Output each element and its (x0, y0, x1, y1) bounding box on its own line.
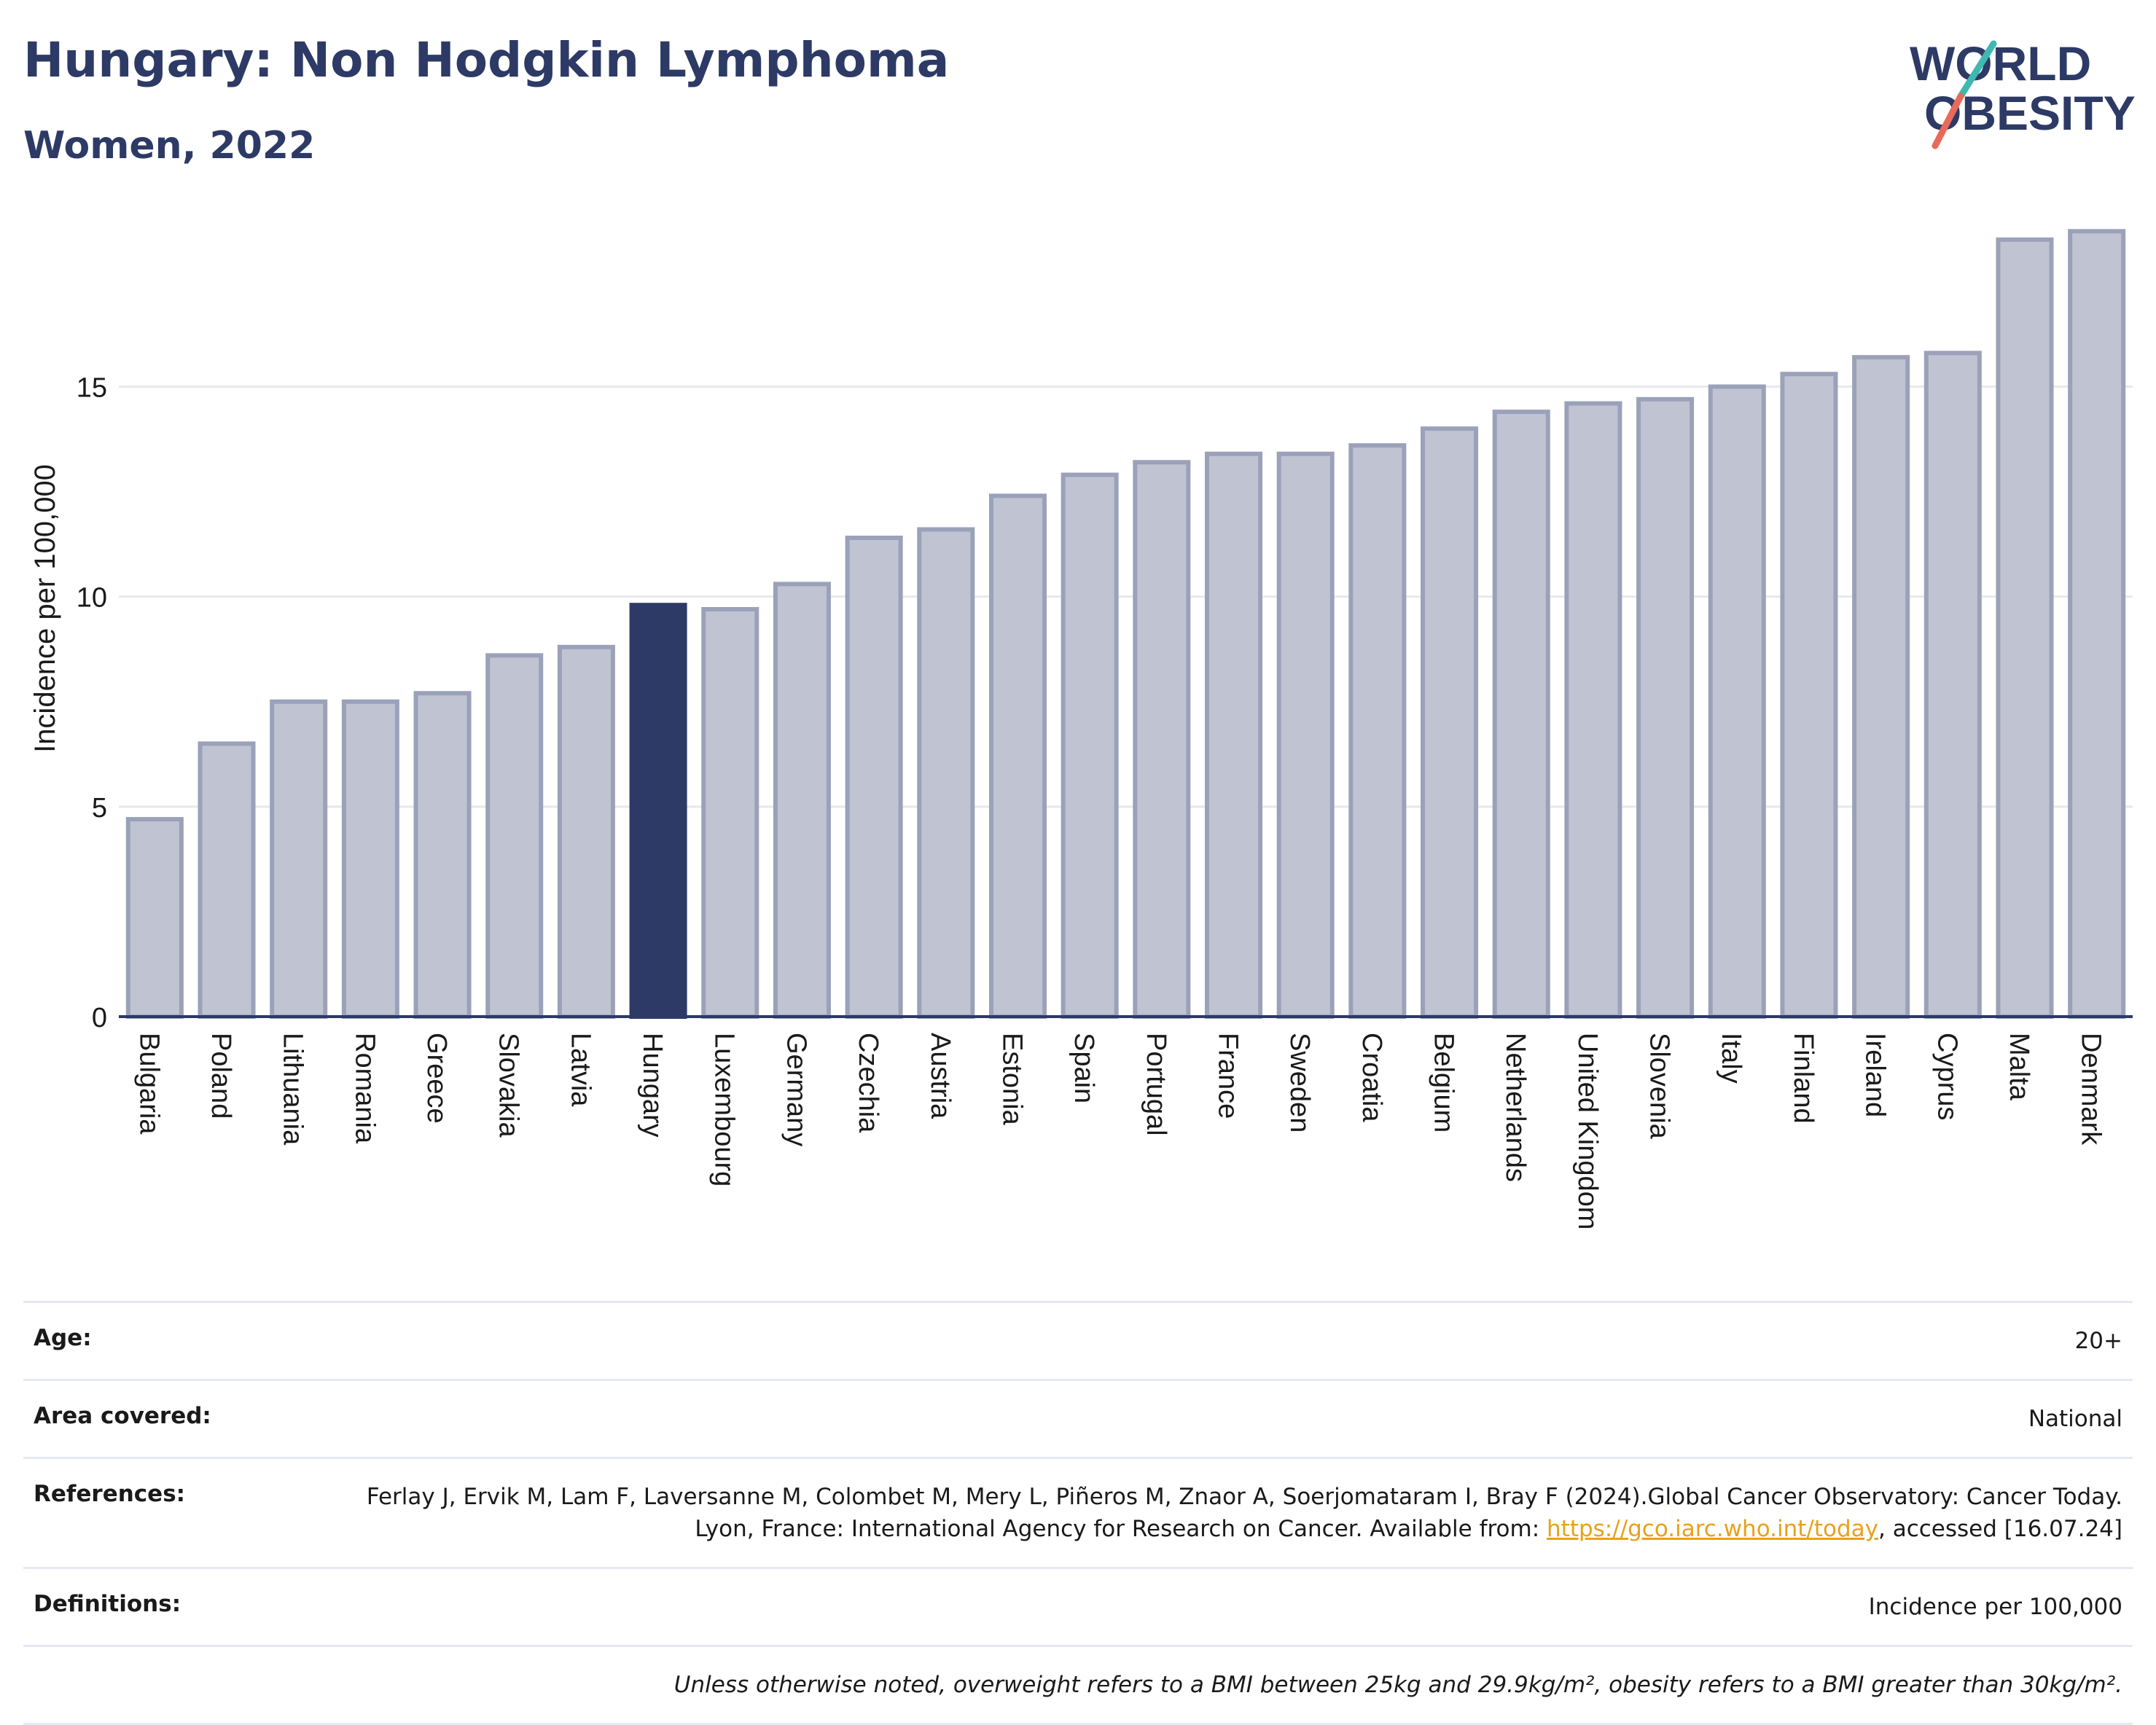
area-value: National (2028, 1406, 2122, 1432)
x-tick-label: Slovenia (1644, 1033, 1675, 1140)
x-tick-label: Italy (1716, 1033, 1746, 1084)
y-tick-label: 10 (77, 583, 107, 614)
bar-austria[interactable] (917, 527, 975, 1019)
metadata-table: Age: 20+ Area covered: National Referenc… (23, 1301, 2133, 1725)
bar-hungary[interactable] (629, 603, 687, 1019)
bar-poland[interactable] (198, 741, 256, 1019)
references-label: References: (34, 1481, 186, 1507)
y-tick-label: 5 (92, 793, 107, 824)
references-tail: , accessed [16.07.24] (1878, 1516, 2122, 1542)
x-tick-label: Spain (1069, 1033, 1099, 1103)
bar-finland[interactable] (1780, 372, 1838, 1019)
bar-estonia[interactable] (988, 493, 1047, 1019)
bar-greece[interactable] (413, 691, 472, 1019)
bar-slovakia[interactable] (485, 653, 544, 1019)
x-tick-label: Germany (781, 1033, 811, 1146)
bar-cyprus[interactable] (1923, 351, 1982, 1019)
references-text: Ferlay J, Ervik M, Lam F, Laversanne M, … (366, 1484, 2122, 1542)
y-tick-label: 15 (77, 373, 107, 404)
x-tick-label: Slovakia (493, 1033, 524, 1138)
bar-italy[interactable] (1708, 384, 1766, 1019)
x-tick-label: Finland (1788, 1033, 1819, 1124)
bar-france[interactable] (1205, 451, 1263, 1019)
bar-latvia[interactable] (557, 644, 615, 1019)
bar-czechia[interactable] (845, 536, 903, 1019)
bar-spain[interactable] (1061, 472, 1119, 1019)
references-row: References: Ferlay J, Ervik M, Lam F, La… (23, 1457, 2133, 1567)
x-tick-label: Czechia (853, 1033, 883, 1133)
bar-sweden[interactable] (1276, 451, 1335, 1019)
age-label: Age: (34, 1325, 92, 1351)
bar-united-kingdom[interactable] (1564, 401, 1622, 1019)
x-tick-label: Cyprus (1932, 1033, 1962, 1120)
note-row: Unless otherwise noted, overweight refer… (23, 1645, 2133, 1725)
bars (125, 229, 2126, 1020)
area-label: Area covered: (34, 1403, 211, 1429)
bar-romania[interactable] (341, 699, 399, 1020)
world-obesity-logo: WORLD OBESITY (1910, 36, 2136, 149)
y-tick-label: 0 (92, 1003, 107, 1033)
definitions-value: Incidence per 100,000 (1868, 1594, 2122, 1620)
x-tick-label: Estonia (996, 1033, 1027, 1126)
bar-croatia[interactable] (1348, 443, 1407, 1019)
x-tick-label: Netherlands (1500, 1033, 1531, 1182)
x-tick-label: Hungary (637, 1033, 668, 1138)
x-tick-label: Denmark (2076, 1033, 2106, 1146)
x-tick-label: Ireland (1860, 1033, 1891, 1117)
x-tick-label: Latvia (565, 1033, 595, 1107)
x-tick-label: Sweden (1284, 1033, 1315, 1133)
age-row: Age: 20+ (23, 1301, 2133, 1379)
definitions-row: Definitions: Incidence per 100,000 (23, 1567, 2133, 1645)
x-tick-label: Croatia (1356, 1033, 1387, 1122)
bar-malta[interactable] (1996, 237, 2054, 1019)
bar-bulgaria[interactable] (125, 817, 184, 1019)
bar-chart: 0 5 10 15 Bulgaria Poland Lithuania Romania Gree… (29, 229, 2133, 1230)
x-tick-label: Lithuania (278, 1033, 308, 1146)
tick-labels: 0 5 10 15 Bulgaria Poland Lithuania Romania Gree… (77, 373, 2106, 1230)
x-tick-label: France (1212, 1033, 1243, 1119)
chart-subtitle: Women, 2022 (23, 124, 316, 168)
chart-title: Hungary: Non Hodgkin Lymphoma (23, 32, 950, 88)
references-value: Ferlay J, Ervik M, Lam F, Laversanne M, … (23, 1459, 2133, 1567)
bar-slovenia[interactable] (1636, 396, 1695, 1019)
bar-luxembourg[interactable] (701, 606, 759, 1019)
x-tick-label: Belgium (1429, 1033, 1459, 1133)
logo-line-1: WORLD (1910, 36, 2091, 90)
x-tick-label: Austria (925, 1033, 956, 1119)
x-tick-label: United Kingdom (1572, 1033, 1603, 1229)
references-link[interactable]: https://gco.iarc.who.int/today (1547, 1516, 1878, 1542)
bar-denmark[interactable] (2068, 229, 2126, 1020)
x-tick-label: Bulgaria (133, 1033, 164, 1135)
x-tick-label: Romania (349, 1033, 380, 1144)
y-axis-label: Incidence per 100,000 (29, 464, 61, 753)
bar-ireland[interactable] (1852, 355, 1910, 1019)
age-value: 20+ (2074, 1328, 2122, 1354)
bar-netherlands[interactable] (1492, 410, 1550, 1019)
bar-belgium[interactable] (1421, 426, 1479, 1019)
x-tick-label: Portugal (1141, 1033, 1171, 1136)
x-tick-label: Poland (206, 1033, 236, 1119)
area-row: Area covered: National (23, 1379, 2133, 1457)
definitions-label: Definitions: (34, 1591, 181, 1617)
x-tick-label: Luxembourg (709, 1033, 740, 1186)
x-tick-label: Malta (2004, 1033, 2034, 1101)
bar-portugal[interactable] (1133, 460, 1191, 1019)
bmi-note: Unless otherwise noted, overweight refer… (673, 1672, 2122, 1698)
bar-lithuania[interactable] (270, 699, 328, 1020)
x-tick-label: Greece (421, 1033, 452, 1124)
bar-germany[interactable] (773, 582, 831, 1019)
